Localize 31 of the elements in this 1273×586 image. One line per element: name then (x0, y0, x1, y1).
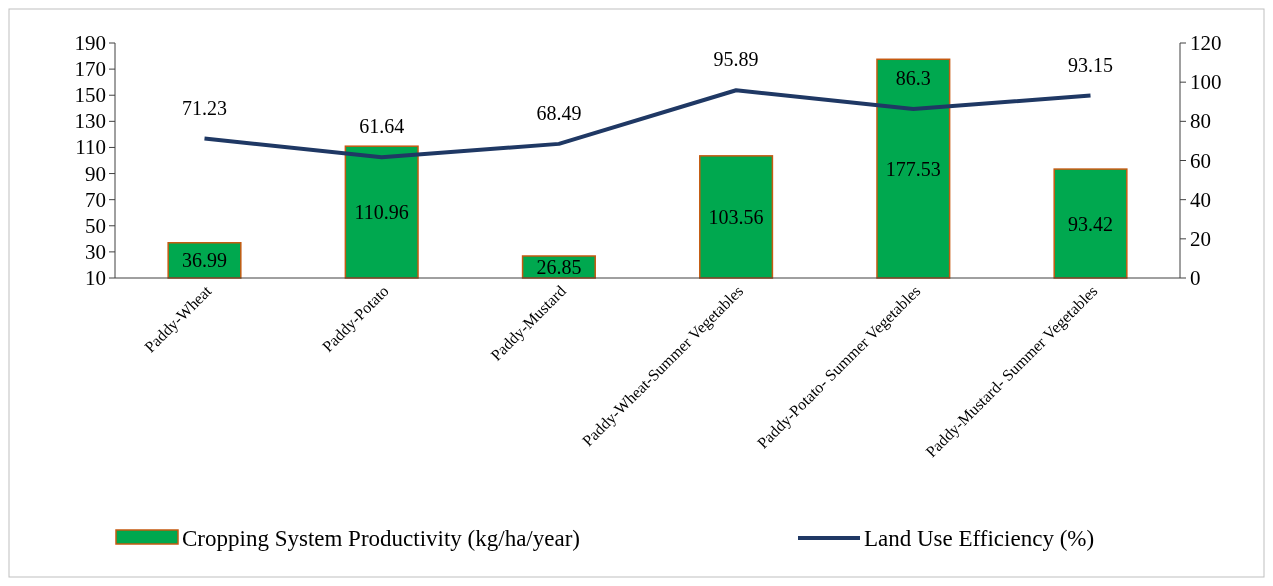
data-label: 103.56 (708, 205, 764, 228)
data-label: 110.96 (354, 201, 409, 224)
y2-tick-label: 20 (1190, 226, 1211, 251)
data-label: 177.53 (885, 157, 941, 180)
y-tick-label: 190 (74, 31, 106, 55)
y-tick-label: 90 (85, 161, 106, 186)
data-label: 36.99 (181, 249, 227, 272)
y-tick-label: 10 (85, 266, 106, 290)
data-label: 95.89 (713, 48, 759, 71)
y2-tick-label: 100 (1190, 70, 1222, 95)
y2-tick-label: 120 (1190, 31, 1222, 55)
legend-label: Cropping System Productivity (kg/ha/year) (182, 526, 580, 551)
data-label: 86.3 (895, 67, 931, 89)
data-label: 93.15 (1068, 53, 1114, 76)
y-tick-label: 110 (75, 135, 106, 160)
legend-label: Land Use Efficiency (%) (864, 526, 1095, 551)
y-tick-label: 150 (74, 83, 106, 108)
y-tick-label: 170 (74, 57, 106, 82)
y2-tick-label: 0 (1190, 266, 1201, 290)
y2-tick-label: 60 (1190, 148, 1211, 173)
data-label: 61.64 (359, 115, 405, 138)
data-label: 68.49 (536, 101, 582, 124)
y-tick-label: 50 (85, 213, 106, 238)
y-tick-label: 130 (74, 109, 106, 134)
data-label: 93.42 (1068, 212, 1114, 235)
data-label: 26.85 (536, 256, 582, 278)
y2-tick-label: 40 (1190, 187, 1211, 212)
y-tick-label: 70 (85, 187, 106, 212)
y2-tick-label: 80 (1190, 109, 1211, 134)
data-label: 71.23 (181, 96, 227, 119)
y-tick-label: 30 (85, 239, 106, 264)
